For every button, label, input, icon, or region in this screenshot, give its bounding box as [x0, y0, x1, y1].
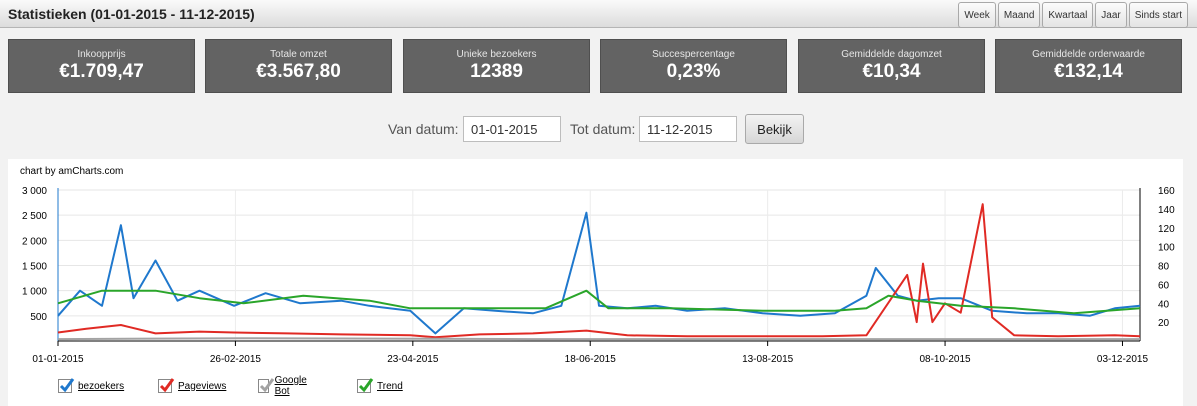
- y-right-tick-label: 40: [1158, 299, 1170, 310]
- stat-card-avg-daily-revenue: Gemiddelde dagomzet €10,34: [798, 39, 985, 93]
- legend-label: Google Bot: [274, 375, 307, 397]
- y-left-tick-label: 500: [30, 312, 47, 323]
- x-tick-label: 26-02-2015: [210, 354, 262, 365]
- y-right-tick-label: 120: [1158, 224, 1175, 235]
- x-tick-label: 18-06-2015: [565, 354, 617, 365]
- stat-card-total-revenue: Totale omzet €3.567,80: [205, 39, 392, 93]
- range-all-time-button[interactable]: Sinds start: [1128, 2, 1188, 28]
- chart-area: 3 000 2 500 2 000 1 500 1 000 500 160 140 120 100…: [8, 159, 1183, 406]
- checkbox-icon: [357, 378, 374, 393]
- from-date-label: Van datum:: [388, 121, 459, 137]
- stat-value: €3.567,80: [256, 61, 341, 82]
- legend-item-bezoekers[interactable]: bezoekers: [58, 377, 124, 395]
- y-left-tick-label: 1 500: [22, 262, 47, 273]
- stat-value: 12389: [470, 61, 523, 82]
- stat-label: Gemiddelde dagomzet: [841, 49, 942, 60]
- checkbox-icon: [258, 378, 275, 393]
- legend-label: bezoekers: [78, 380, 125, 392]
- view-button[interactable]: Bekijk: [745, 114, 804, 144]
- stat-card-unique-visitors: Unieke bezoekers 12389: [403, 39, 590, 93]
- line-chart: 3 000 2 500 2 000 1 500 1 000 500 160 140 120 100…: [22, 186, 1175, 365]
- stat-card-success-rate: Succespercentage 0,23%: [600, 39, 787, 93]
- stat-card-avg-order-value: Gemiddelde orderwaarde €132,14: [995, 39, 1182, 93]
- stat-label: Succespercentage: [652, 49, 735, 60]
- series-line-pageviews: [57, 203, 1141, 339]
- stat-value: €1.709,47: [59, 61, 144, 82]
- to-date-input[interactable]: [639, 116, 737, 142]
- x-tick-label: 01-01-2015: [32, 354, 84, 365]
- y-left-tick-label: 2 500: [22, 211, 47, 222]
- range-week-button[interactable]: Week: [958, 2, 996, 28]
- stat-label: Inkoopprijs: [77, 49, 126, 60]
- legend-label: Trend: [377, 380, 403, 392]
- y-right-tick-label: 20: [1158, 318, 1170, 329]
- stat-value: €10,34: [862, 61, 921, 82]
- page-title: Statistieken (01-01-2015 - 11-12-2015): [8, 6, 255, 22]
- y-right-tick-label: 100: [1158, 243, 1175, 254]
- stat-label: Totale omzet: [270, 49, 327, 60]
- x-tick-label: 08-10-2015: [919, 354, 971, 365]
- from-date-input[interactable]: [463, 116, 561, 142]
- x-tick-label: 13-08-2015: [742, 354, 794, 365]
- range-buttons: Week Maand Kwartaal Jaar Sinds start: [958, 2, 1188, 28]
- stat-card-purchase-price: Inkoopprijs €1.709,47: [8, 39, 195, 93]
- stat-label: Unieke bezoekers: [456, 49, 537, 60]
- series-line-trend: [57, 289, 1141, 315]
- x-tick-label: 23-04-2015: [387, 354, 439, 365]
- stat-cards: Inkoopprijs €1.709,47 Totale omzet €3.56…: [8, 39, 1188, 93]
- range-month-button[interactable]: Maand: [997, 2, 1041, 28]
- y-left-tick-label: 1 000: [22, 287, 47, 298]
- stat-value: €132,14: [1054, 61, 1123, 82]
- legend-item-trend[interactable]: Trend: [357, 377, 403, 395]
- series-line-google-bot: [57, 337, 1140, 341]
- y-right-tick-label: 80: [1158, 262, 1170, 273]
- stat-label: Gemiddelde orderwaarde: [1032, 49, 1145, 60]
- legend-label: Pageviews: [178, 380, 227, 392]
- y-right-tick-label: 160: [1158, 186, 1175, 197]
- checkbox-icon: [58, 378, 75, 393]
- range-year-button[interactable]: Jaar: [1095, 2, 1127, 28]
- legend-item-pageviews[interactable]: Pageviews: [158, 377, 226, 395]
- chart-credit: chart by amCharts.com: [20, 166, 124, 177]
- range-quarter-button[interactable]: Kwartaal: [1042, 2, 1094, 28]
- checkbox-icon: [158, 378, 175, 393]
- date-filter: Van datum: Tot datum: Bekijk: [0, 114, 1197, 144]
- x-tick-label: 03-12-2015: [1097, 354, 1149, 365]
- y-left-tick-label: 2 000: [22, 236, 47, 247]
- to-date-label: Tot datum:: [570, 121, 636, 137]
- y-right-tick-label: 60: [1158, 280, 1170, 291]
- y-right-tick-label: 140: [1158, 205, 1175, 216]
- y-left-tick-label: 3 000: [22, 186, 47, 197]
- stat-value: 0,23%: [666, 61, 721, 82]
- header-bar: Statistieken (01-01-2015 - 11-12-2015) W…: [0, 0, 1197, 28]
- legend-item-google-bot[interactable]: Google Bot: [258, 375, 310, 397]
